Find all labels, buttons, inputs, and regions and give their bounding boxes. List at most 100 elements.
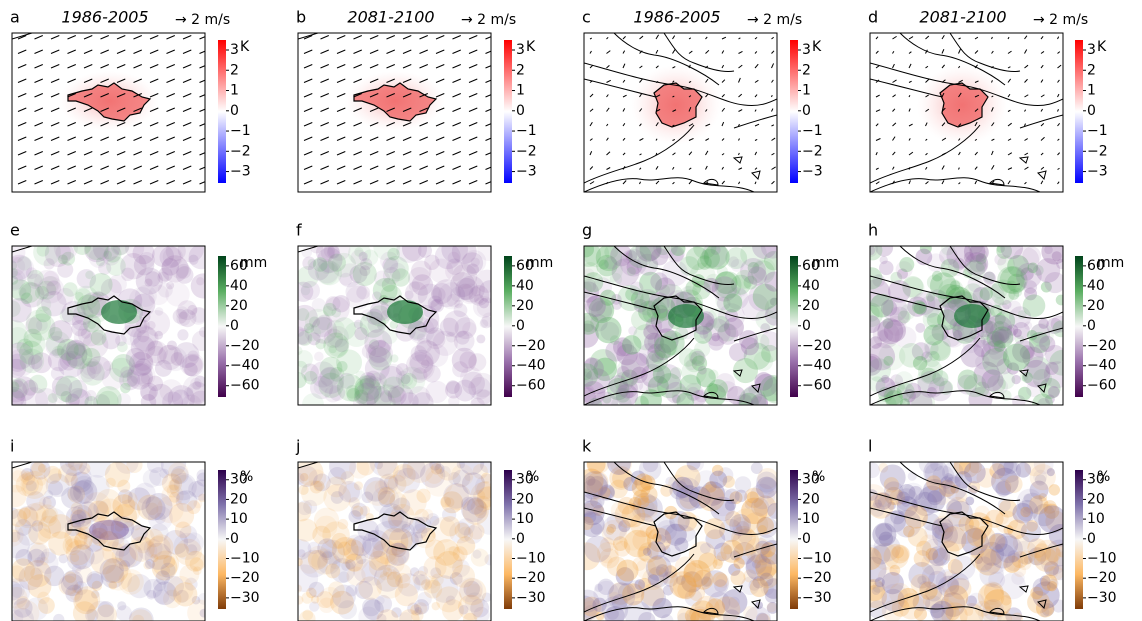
field-blob	[442, 546, 465, 569]
field-blob	[990, 281, 1008, 299]
field-blob	[423, 555, 447, 579]
field-blob	[609, 479, 628, 499]
colorbar-tick-label: −10	[1087, 550, 1117, 566]
coastline	[584, 62, 777, 106]
field-blob	[49, 320, 73, 344]
field-blob	[708, 591, 731, 614]
wind-arrow	[353, 165, 362, 170]
field-blob	[161, 484, 184, 507]
field-blob	[476, 334, 486, 344]
field-blob	[188, 254, 199, 265]
field-blob	[968, 481, 981, 494]
field-blob	[390, 540, 408, 558]
field-blob	[61, 251, 76, 266]
wind-arrow	[166, 93, 175, 98]
colorbar	[1075, 470, 1083, 609]
field-blob	[652, 246, 678, 259]
field-blob	[730, 550, 741, 561]
field-blob	[989, 533, 1006, 550]
field-blob	[103, 360, 114, 372]
field-blob	[480, 472, 491, 484]
field-blob	[964, 252, 989, 276]
field-blob	[896, 382, 915, 401]
field-blob	[614, 501, 641, 528]
field-blob	[1029, 552, 1042, 565]
wind-arrow	[116, 49, 126, 54]
field-blob	[395, 363, 409, 376]
wind-arrow	[754, 138, 758, 141]
field-blob	[994, 310, 1016, 332]
field-blob	[970, 545, 984, 559]
field-blob	[361, 491, 374, 504]
field-blob	[328, 556, 342, 570]
field-blob	[170, 468, 187, 484]
field-blob	[918, 580, 931, 593]
field-blob	[1003, 555, 1021, 573]
wind-arrow	[606, 107, 610, 112]
field-blob	[433, 539, 460, 566]
field-blob	[677, 580, 697, 600]
coastline	[663, 246, 735, 285]
field-blob	[12, 586, 28, 609]
wind-arrow	[1007, 93, 1011, 98]
map-background	[12, 246, 205, 405]
wind-arrow	[353, 107, 362, 112]
field-blob	[716, 551, 727, 562]
field-blob	[69, 590, 81, 601]
wind-arrow	[892, 94, 896, 98]
wind-arrow	[468, 35, 478, 40]
field-blob	[298, 539, 312, 560]
wind-arrow	[754, 151, 758, 156]
field-blob	[376, 596, 385, 605]
field-blob	[312, 316, 333, 338]
panel-title: 1986-2005	[633, 8, 720, 27]
field-blob	[319, 356, 343, 380]
field-blob	[33, 246, 61, 266]
wind-arrow	[974, 166, 978, 170]
field-blob	[383, 475, 398, 490]
wind-arrow	[50, 64, 60, 69]
field-blob	[432, 330, 458, 356]
field-blob	[146, 536, 171, 560]
field-blob	[628, 246, 652, 269]
field-blob	[1051, 251, 1062, 262]
field-blob	[870, 342, 896, 371]
wind-arrow	[435, 35, 445, 40]
wind-arrow	[468, 78, 478, 83]
colorbar-unit: mm	[812, 255, 839, 271]
field-blob	[45, 335, 66, 357]
wind-arrow	[133, 151, 142, 156]
wind-arrow	[1040, 51, 1045, 54]
field-blob	[41, 290, 67, 317]
field-blob	[711, 276, 738, 302]
map-frame	[11, 245, 206, 406]
field-blob	[466, 497, 484, 515]
colorbar-tick-label: 3	[802, 42, 811, 58]
field-blob	[89, 360, 103, 375]
field-blob	[99, 558, 124, 583]
field-blob	[173, 582, 198, 607]
field-blob	[592, 597, 607, 612]
wind-arrow	[721, 64, 725, 69]
wind-arrow	[1040, 108, 1043, 112]
field-blob	[354, 382, 380, 405]
colorbar-unit: K	[1097, 39, 1107, 55]
field-blob	[919, 246, 932, 255]
field-blob	[140, 385, 157, 402]
field-blob	[916, 540, 932, 556]
wind-arrow	[320, 49, 329, 54]
field-blob	[301, 480, 327, 507]
map-field	[12, 246, 205, 405]
colorbar	[790, 256, 798, 397]
field-blob	[157, 271, 170, 284]
field-blob	[584, 542, 601, 571]
field-blob	[146, 462, 164, 474]
field-blob	[662, 571, 679, 587]
coastline	[899, 462, 1006, 515]
wind-arrow	[182, 165, 192, 170]
field-blob	[390, 384, 414, 405]
field-blob	[169, 491, 180, 503]
field-blob	[618, 583, 636, 601]
map-frame	[297, 32, 492, 193]
wind-arrow	[639, 123, 642, 127]
